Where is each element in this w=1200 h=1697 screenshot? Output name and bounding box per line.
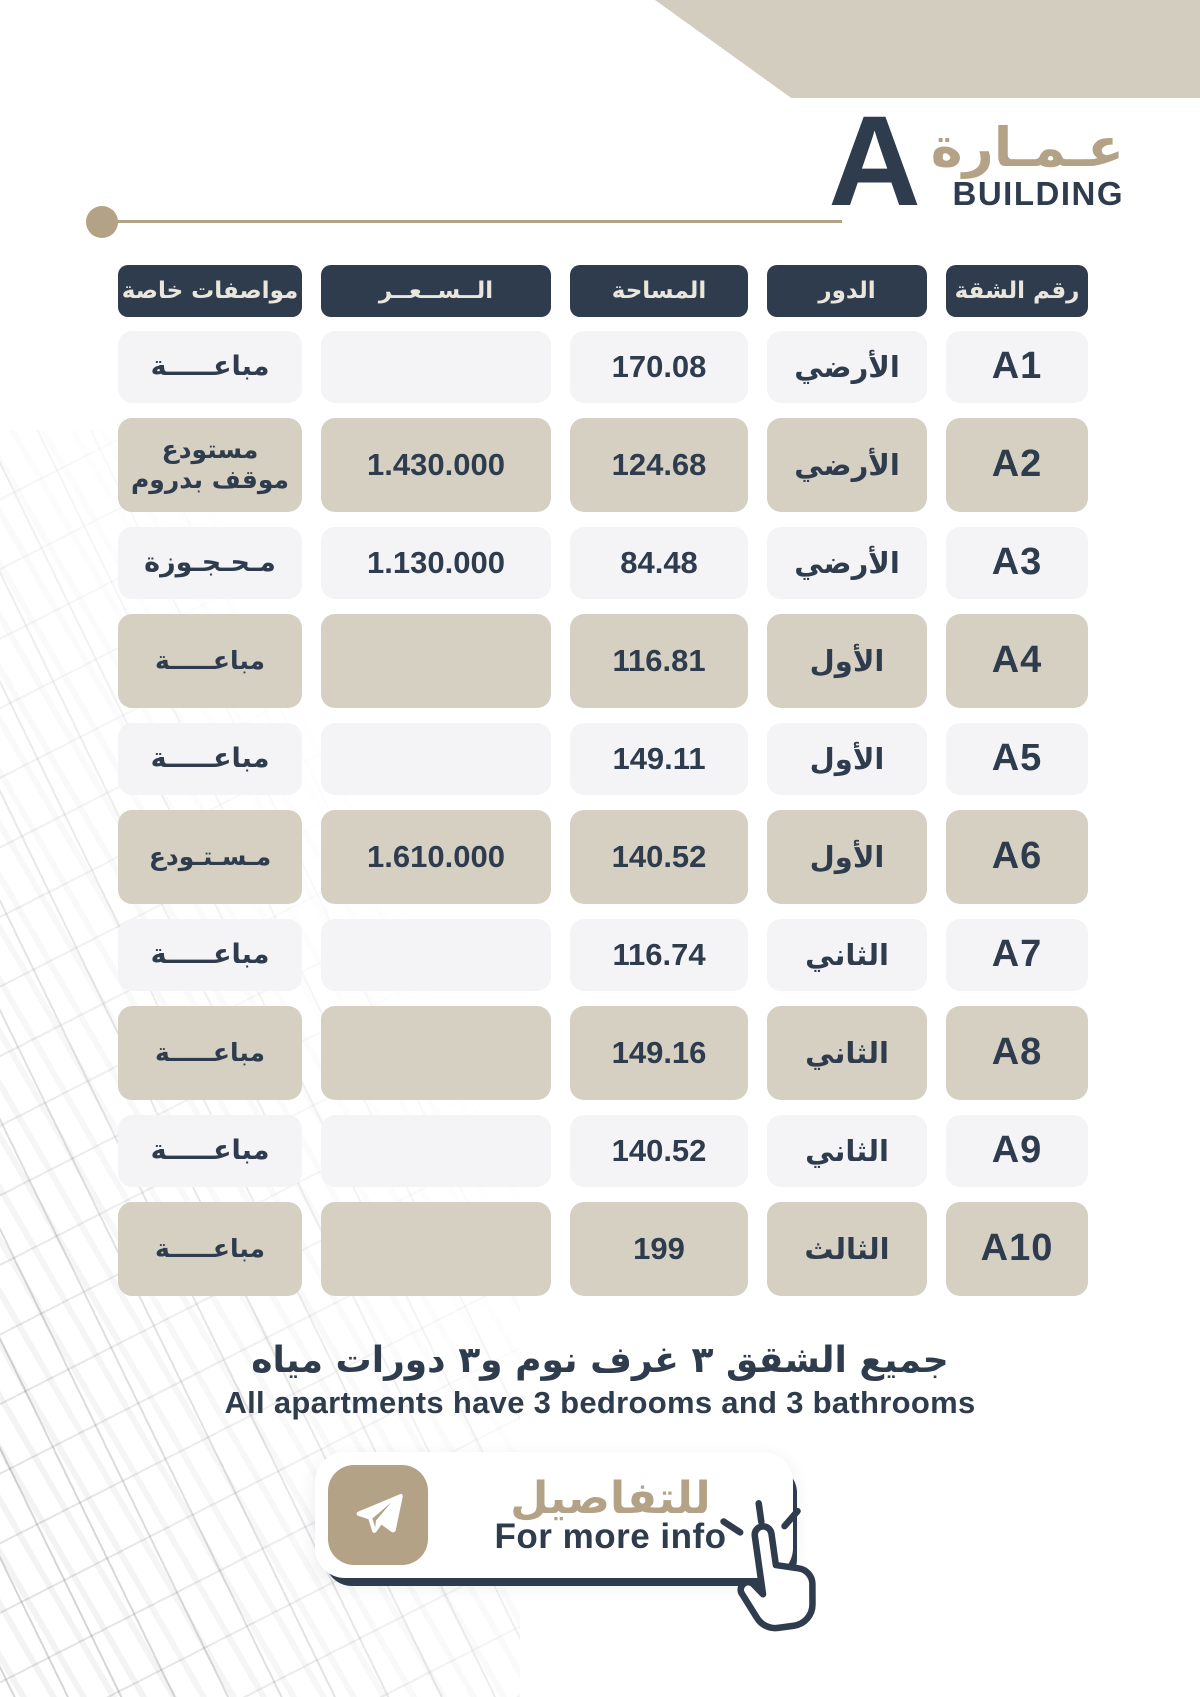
cell-area-A1: 170.08 <box>570 331 748 403</box>
cell-price-A7 <box>321 919 551 991</box>
cell-floor-A1: الأرضي <box>767 331 927 403</box>
cell-specs-A2: مستودع موقف بدروم <box>118 418 302 512</box>
cell-floor-A3: الأرضي <box>767 527 927 599</box>
column-header-price: الــســعــر <box>321 265 551 317</box>
telegram-icon <box>328 1465 428 1565</box>
cell-area-A9: 140.52 <box>570 1115 748 1187</box>
table-row-A1: A1 الأرضي 170.08 مباعـــــة <box>118 331 1088 403</box>
cell-price-A1 <box>321 331 551 403</box>
cell-specs-A6: مـسـتـودع <box>118 810 302 904</box>
cell-floor-A5: الأول <box>767 723 927 795</box>
cell-floor-A2: الأرضي <box>767 418 927 512</box>
table-row-A5: A5 الأول 149.11 مباعـــــة <box>118 723 1088 795</box>
cell-price-A4 <box>321 614 551 708</box>
cell-floor-A8: الثاني <box>767 1006 927 1100</box>
cell-area-A2: 124.68 <box>570 418 748 512</box>
more-info-button[interactable]: للتفاصيل For more info <box>315 1452 816 1632</box>
column-header-area: المساحة <box>570 265 748 317</box>
cell-specs-A1: مباعـــــة <box>118 331 302 403</box>
cell-price-A5 <box>321 723 551 795</box>
table-row-A10: A10 الثالث 199 مباعـــــة <box>118 1202 1088 1296</box>
building-letter: A <box>828 90 920 233</box>
cell-price-A10 <box>321 1202 551 1296</box>
cell-floor-A7: الثاني <box>767 919 927 991</box>
cell-area-A6: 140.52 <box>570 810 748 904</box>
building-title-english: BUILDING <box>952 175 1124 213</box>
top-right-corner-decoration <box>655 0 1200 98</box>
cell-apt-A8: A8 <box>946 1006 1088 1100</box>
click-hand-icon <box>702 1488 850 1645</box>
divider-line <box>112 220 842 223</box>
cell-apt-A2: A2 <box>946 418 1088 512</box>
cell-apt-A1: A1 <box>946 331 1088 403</box>
cell-specs-A9: مباعـــــة <box>118 1115 302 1187</box>
table-row-A4: A4 الأول 116.81 مباعـــــة <box>118 614 1088 708</box>
cell-floor-A6: الأول <box>767 810 927 904</box>
cell-price-A6: 1.610.000 <box>321 810 551 904</box>
cell-apt-A7: A7 <box>946 919 1088 991</box>
apartments-table: رقم الشقة الدور المساحة الــســعــر مواصفات … <box>118 265 1088 1311</box>
cell-apt-A5: A5 <box>946 723 1088 795</box>
cell-area-A7: 116.74 <box>570 919 748 991</box>
table-row-A7: A7 الثاني 116.74 مباعـــــة <box>118 919 1088 991</box>
note-arabic: جميع الشقق ٣ غرف نوم و٣ دورات مياه <box>251 1340 949 1381</box>
cell-floor-A4: الأول <box>767 614 927 708</box>
cell-price-A2: 1.430.000 <box>321 418 551 512</box>
table-row-A3: A3 الأرضي 84.48 1.130.000 مـحـجـوزة <box>118 527 1088 599</box>
column-header-apt: رقم الشقة <box>946 265 1088 317</box>
cell-price-A9 <box>321 1115 551 1187</box>
column-header-floor: الدور <box>767 265 927 317</box>
cell-area-A8: 149.16 <box>570 1006 748 1100</box>
cell-specs-A4: مباعـــــة <box>118 614 302 708</box>
cell-area-A5: 149.11 <box>570 723 748 795</box>
cta-label-english: For more info <box>494 1516 727 1556</box>
table-row-A2: A2 الأرضي 124.68 1.430.000 مستودع موقف بدروم <box>118 418 1088 512</box>
cell-area-A3: 84.48 <box>570 527 748 599</box>
column-header-specs: مواصفات خاصة <box>118 265 302 317</box>
cell-area-A4: 116.81 <box>570 614 748 708</box>
building-header: A عـمـارة BUILDING <box>828 90 1124 233</box>
table-header-row: رقم الشقة الدور المساحة الــســعــر مواصفات … <box>118 265 1088 317</box>
apartments-note: جميع الشقق ٣ غرف نوم و٣ دورات مياه All a… <box>0 1340 1200 1421</box>
cell-specs-A7: مباعـــــة <box>118 919 302 991</box>
table-body: A1 الأرضي 170.08 مباعـــــة A2 الأرضي 124.68 1.… <box>118 331 1088 1296</box>
cell-price-A3: 1.130.000 <box>321 527 551 599</box>
cell-price-A8 <box>321 1006 551 1100</box>
cell-specs-A8: مباعـــــة <box>118 1006 302 1100</box>
cell-apt-A6: A6 <box>946 810 1088 904</box>
cell-floor-A9: الثاني <box>767 1115 927 1187</box>
cell-area-A10: 199 <box>570 1202 748 1296</box>
note-english: All apartments have 3 bedrooms and 3 bat… <box>224 1385 976 1420</box>
cell-apt-A3: A3 <box>946 527 1088 599</box>
cell-apt-A4: A4 <box>946 614 1088 708</box>
cell-apt-A10: A10 <box>946 1202 1088 1296</box>
cell-specs-A5: مباعـــــة <box>118 723 302 795</box>
cell-specs-A3: مـحـجـوزة <box>118 527 302 599</box>
table-row-A9: A9 الثاني 140.52 مباعـــــة <box>118 1115 1088 1187</box>
building-title-arabic: عـمـارة <box>930 116 1124 180</box>
cta-label-arabic: للتفاصيل <box>510 1472 711 1524</box>
cell-specs-A10: مباعـــــة <box>118 1202 302 1296</box>
cell-floor-A10: الثالث <box>767 1202 927 1296</box>
table-row-A8: A8 الثاني 149.16 مباعـــــة <box>118 1006 1088 1100</box>
cell-apt-A9: A9 <box>946 1115 1088 1187</box>
table-row-A6: A6 الأول 140.52 1.610.000 مـسـتـودع <box>118 810 1088 904</box>
